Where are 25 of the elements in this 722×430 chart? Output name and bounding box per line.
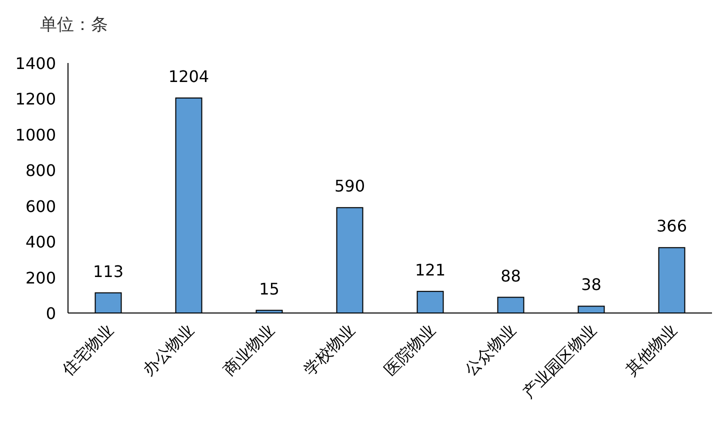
data-label: 590 [334,176,366,196]
y-tick-label: 200 [25,268,56,288]
data-label: 38 [581,275,602,294]
y-tick-label: 400 [25,232,56,252]
x-tick-label: 住宅物业 [58,320,118,380]
data-label: 1204 [168,67,210,86]
y-tick-label: 600 [25,196,56,216]
y-tick-label: 0 [46,304,56,323]
x-tick-label: 产业园区物业 [518,320,600,402]
x-tick-label: 商业物业 [219,320,278,380]
y-axis-title: 单位：条 [40,15,108,35]
x-tick-label: 学校物业 [300,320,359,380]
x-tick-label: 公众物业 [460,320,520,380]
data-label: 88 [500,266,521,286]
data-label: 366 [656,216,688,236]
data-label: 15 [259,279,280,298]
x-tick-label: 其他物业 [622,320,681,380]
data-label: 113 [92,262,124,281]
x-tick-label: 办公物业 [138,320,198,380]
x-tick-label: 医院物业 [380,320,440,380]
y-tick-label: 1000 [15,125,56,144]
y-tick-label: 800 [25,161,56,180]
y-tick-label: 1200 [15,90,56,109]
data-label: 121 [414,260,446,280]
y-tick-label: 1400 [15,54,56,73]
